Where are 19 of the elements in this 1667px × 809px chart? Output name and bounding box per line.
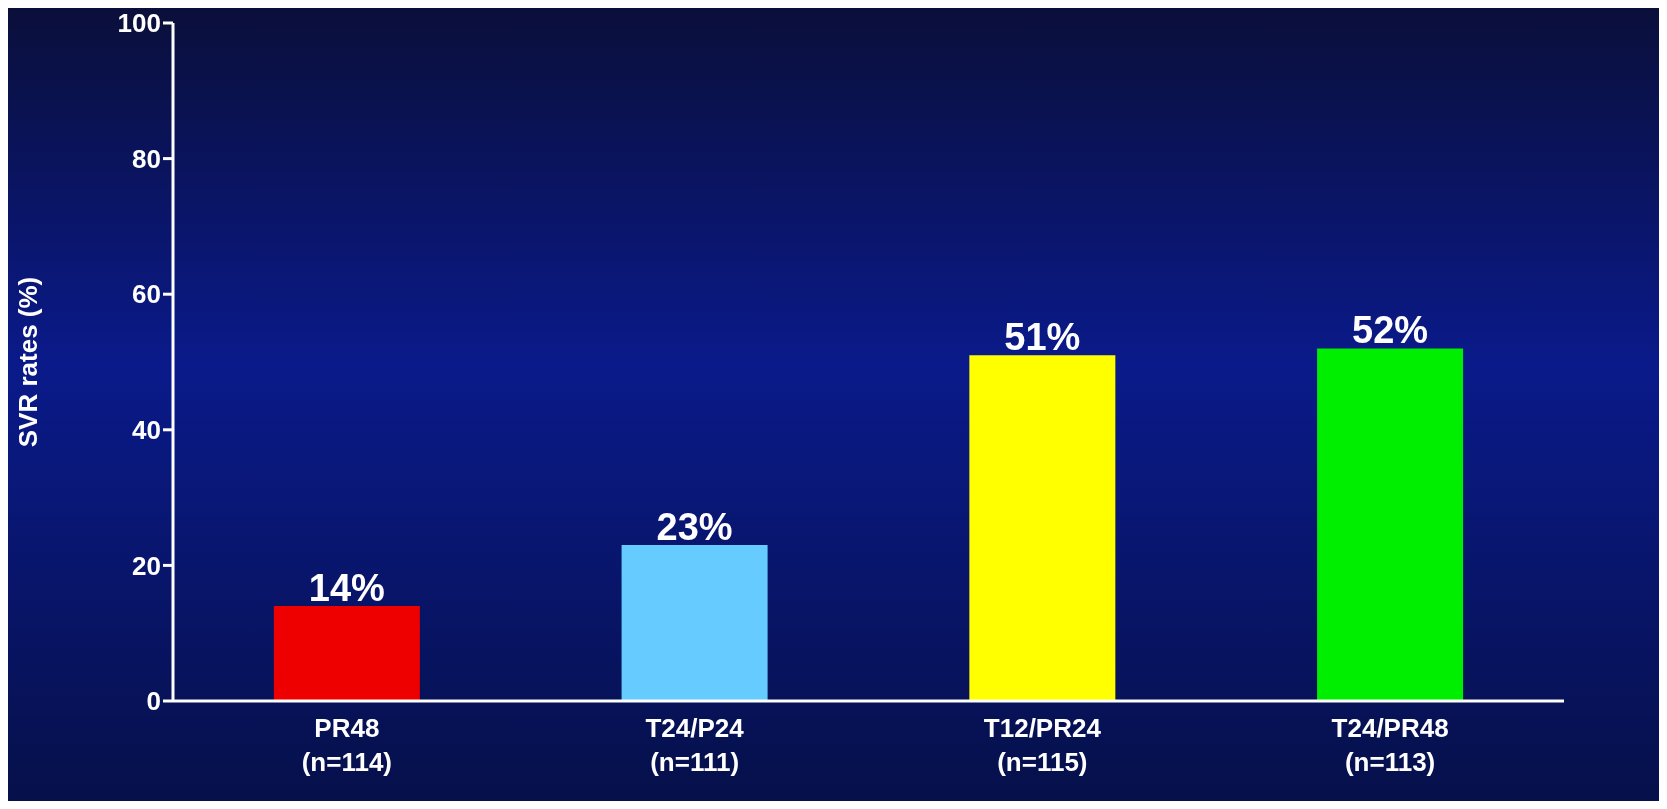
y-axis-title: SVR rates (%) [13, 276, 44, 448]
x-tick-label: PR48 (n=114) [301, 713, 393, 777]
bar [621, 545, 768, 701]
bar [969, 355, 1116, 701]
y-tick-label: 100 [117, 8, 161, 39]
x-tick-label: T12/PR24 (n=115) [983, 713, 1102, 777]
y-tick-label: 40 [132, 415, 161, 446]
y-tick-label: 60 [132, 279, 161, 310]
x-tick-label: T24/P24 (n=111) [645, 713, 745, 777]
data-label: 14% [308, 567, 385, 610]
y-tick-label: 0 [146, 686, 161, 717]
data-label: 52% [1352, 309, 1429, 352]
y-tick-label: 80 [132, 143, 161, 174]
data-label: 51% [1004, 316, 1081, 359]
bar [273, 606, 420, 701]
y-tick-label: 20 [132, 550, 161, 581]
data-label: 23% [656, 506, 733, 549]
x-tick-label: T24/PR48 (n=113) [1331, 713, 1449, 777]
bar [1317, 348, 1464, 701]
